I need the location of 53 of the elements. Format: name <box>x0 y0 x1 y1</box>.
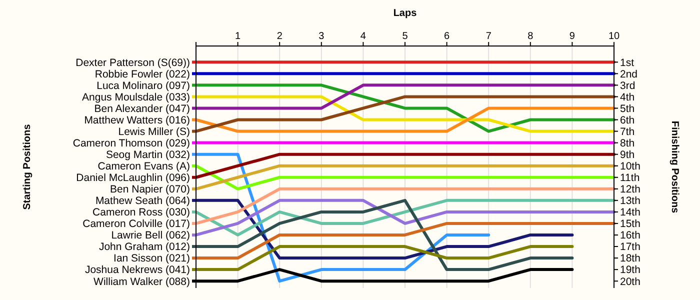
legend-label: Cameron Thomson (029) <box>72 137 190 150</box>
legend-label: William Walker (088) <box>94 276 190 288</box>
y2-tick-label: 18th <box>620 252 641 265</box>
legend-label: Joshua Nekrews (041) <box>84 264 190 276</box>
y2-tick-label: 11th <box>620 172 640 184</box>
y2-tick-label: 3rd <box>620 80 636 92</box>
legend-label: Lewis Miller (S) <box>118 126 190 138</box>
y2-tick-label: 5th <box>620 102 635 115</box>
y2-tick-label: 7th <box>620 126 635 138</box>
x-tick-label: 9 <box>569 31 576 42</box>
y2-tick-label: 6th <box>620 114 635 126</box>
legend-label: Mathew Seath (064) <box>95 195 190 208</box>
x-tick-label: 6 <box>444 31 450 42</box>
x-tick-label: 10 <box>608 31 620 42</box>
x-tick-label: 4 <box>360 31 366 42</box>
legend-label: Ian Sisson (021) <box>114 252 190 265</box>
legend-label: Seog Martin (032) <box>106 149 190 161</box>
legend-label: Cameron Ross (030) <box>92 206 190 219</box>
legend-label: Luca Molinaro (097) <box>96 80 190 92</box>
y2-tick-label: 20th <box>620 276 641 288</box>
legend-label: Lawrie Bell (062) <box>111 230 190 242</box>
legend-label: Angus Moulsdale (033) <box>82 91 190 104</box>
y2-tick-label: 2nd <box>620 68 638 80</box>
x-tick-label: 2 <box>276 31 283 42</box>
y2-tick-label: 13th <box>620 195 641 208</box>
x-tick-label: 7 <box>486 31 492 42</box>
x-tick-label: 3 <box>318 31 325 42</box>
legend-label: Ben Alexander (047) <box>94 102 190 115</box>
y2-tick-label: 17th <box>620 241 641 254</box>
y2-tick-label: 15th <box>620 218 641 230</box>
legend-label: Matthew Watters (016) <box>84 114 190 126</box>
legend-label: Ben Napier (070) <box>110 184 190 196</box>
y2-tick-label: 10th <box>620 160 641 173</box>
x-tick-label: 1 <box>235 31 242 42</box>
y2-tick-label: 19th <box>620 264 641 276</box>
y2-tick-label: 4th <box>620 91 635 104</box>
y2-tick-label: 12th <box>620 184 641 196</box>
y2-tick-label: 8th <box>620 137 635 150</box>
x-tick-label: 5 <box>402 31 408 42</box>
y2-tick-label: 9th <box>620 149 635 161</box>
legend-label: Daniel McLaughlin (096) <box>76 172 190 184</box>
y2-tick-label: 16th <box>620 230 641 242</box>
legend-label: John Graham (012) <box>98 241 190 254</box>
legend-label: Dexter Patterson (S(69)) <box>76 56 190 69</box>
legend-label: Cameron Evans (A) <box>98 160 190 173</box>
x-tick-label: 8 <box>528 31 534 42</box>
legend-label: Cameron Colville (017) <box>82 218 190 230</box>
legend-label: Robbie Fowler (022) <box>94 68 190 80</box>
y2-axis-title: Finishing Positions <box>669 120 680 214</box>
y2-tick-label: 1st <box>620 56 634 69</box>
y2-tick-label: 14th <box>620 206 641 219</box>
legend-title: Starting Positions <box>22 124 33 210</box>
x-axis-title: Laps <box>393 8 418 19</box>
